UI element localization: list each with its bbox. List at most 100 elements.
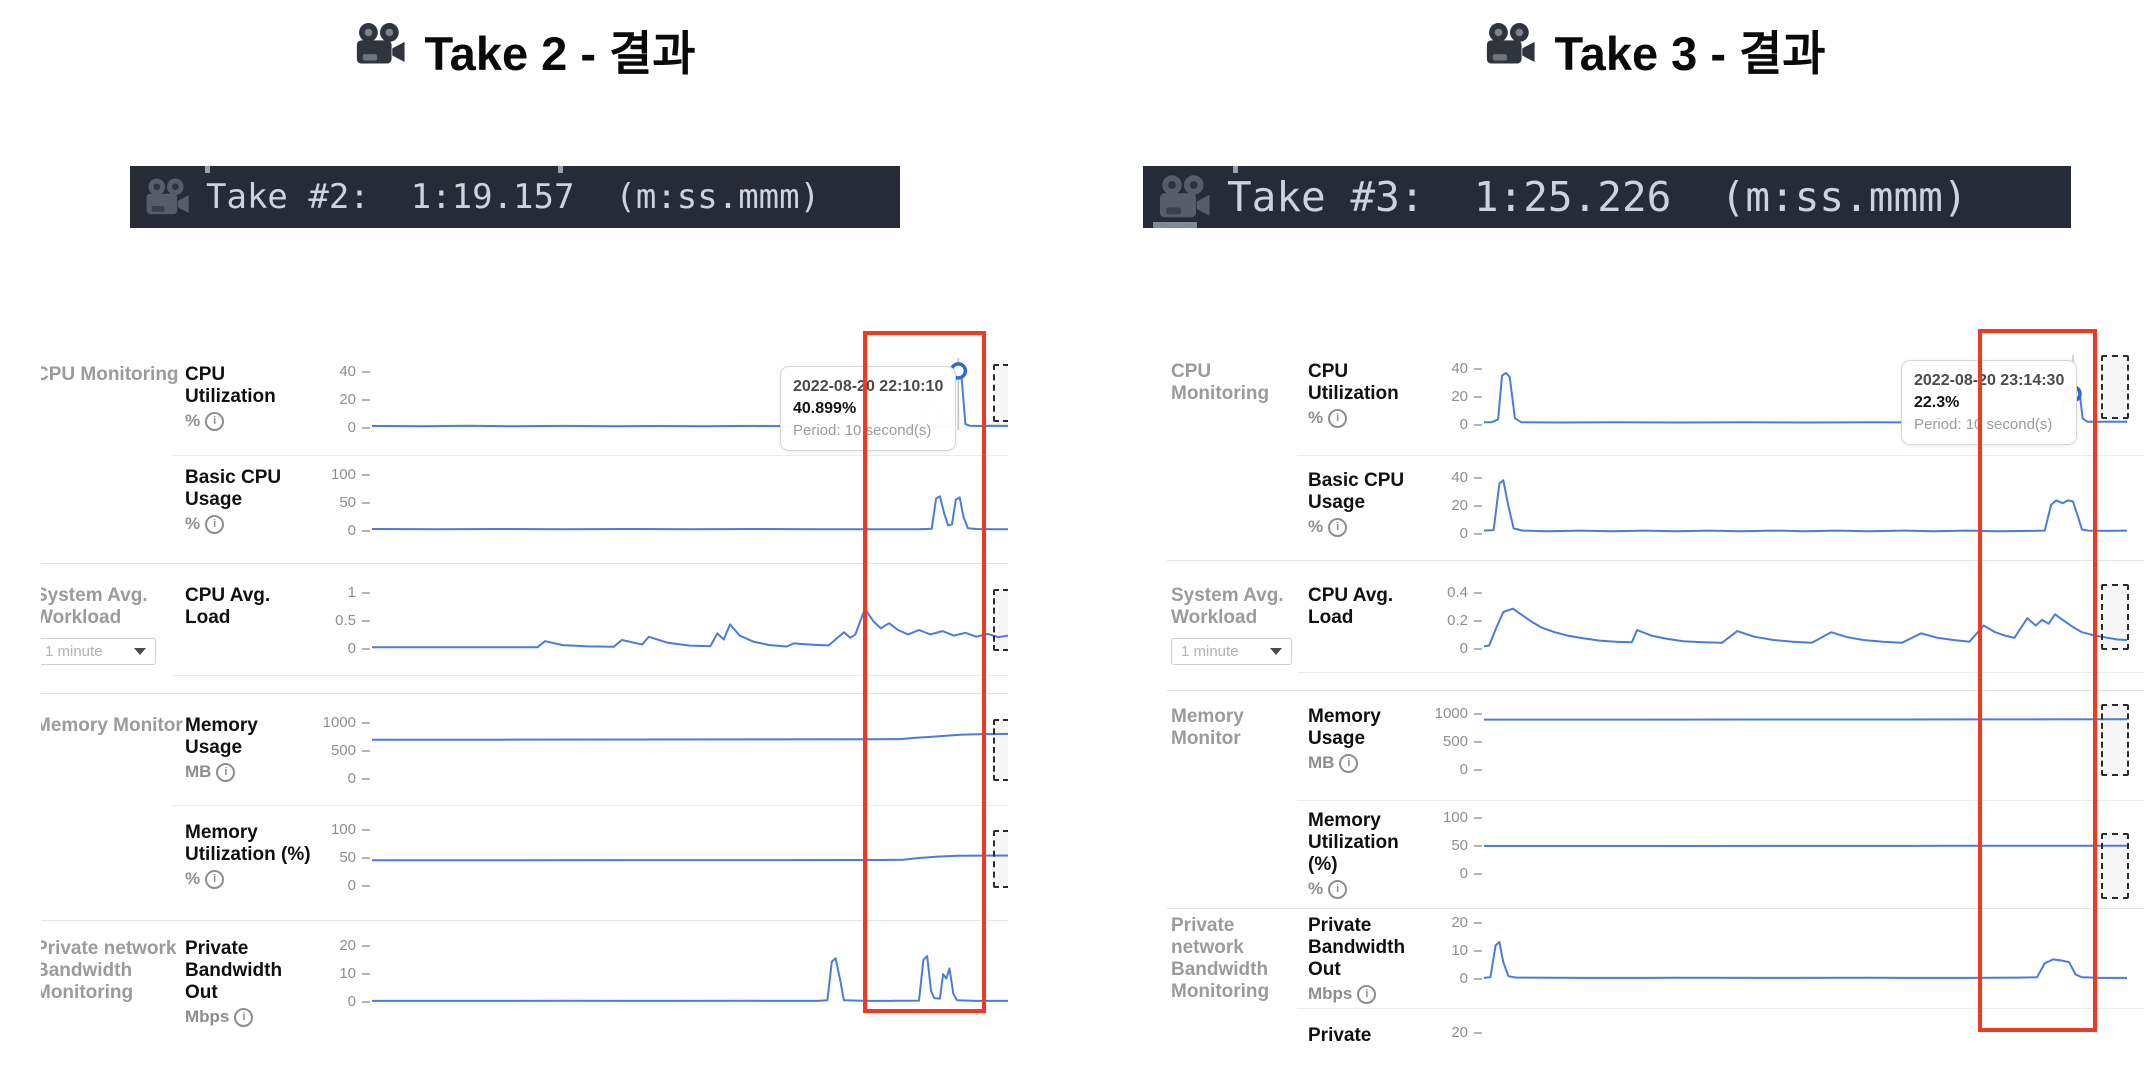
info-circle-icon: i [205, 869, 225, 889]
left-chart-tooltip: 2022-08-20 22:10:10 40.899% Period: 10 s… [780, 366, 957, 451]
y-tick: 0.5 [335, 612, 356, 629]
cpu-avg-load-chart[interactable] [371, 585, 1008, 669]
metric-name: CPU Avg. Load [185, 585, 271, 628]
metric-name: Usage [185, 489, 243, 510]
left-take-title-text: Take 2 - 결과 [424, 26, 696, 80]
metric-name: Usage [1308, 492, 1366, 513]
private-bandwidth-out-chart[interactable] [1483, 915, 2127, 999]
y-tick: 20 [1451, 497, 1468, 514]
metric-name: Basic CPU [185, 467, 282, 488]
y-axis: 20 10 0 [1428, 915, 1484, 1008]
metric-unit: % i [1308, 408, 1428, 428]
info-circle-icon: i [1328, 879, 1348, 899]
info-circle-icon: i [1357, 984, 1377, 1004]
interval-dropdown[interactable]: 1 minute [1171, 638, 1292, 665]
dashed-selection-box [993, 830, 1008, 888]
y-tick: 0 [1459, 761, 1468, 778]
y-axis: 40 20 0 [1428, 470, 1484, 560]
y-tick: 20 [1451, 914, 1468, 931]
private-bandwidth-out-chart[interactable] [372, 938, 1008, 1022]
chart-row-memory-usage: Memory Monitor Memory Usage MB i 1000 500… [41, 693, 1008, 805]
metric-unit: % i [185, 869, 316, 889]
section-label-private-network: Private network Bandwidth Monitoring [41, 938, 177, 1003]
metric-name: Memory [185, 822, 258, 843]
y-tick: 1 [347, 584, 356, 601]
movie-camera-icon [1484, 22, 1536, 77]
info-circle-icon: i [1339, 753, 1359, 773]
chart-row-memory-usage: Memory Monitor Memory Usage MB i 1000 500… [1167, 690, 2144, 800]
terminal-artifact [205, 166, 210, 173]
y-tick: 1000 [322, 714, 356, 731]
terminal-artifact [1153, 222, 1197, 228]
y-tick: 500 [330, 742, 356, 759]
y-tick: 0 [347, 877, 356, 894]
info-circle-icon: i [1328, 408, 1348, 428]
y-tick: 0 [347, 770, 356, 787]
y-tick: 100 [1442, 809, 1468, 826]
y-tick: 0 [347, 522, 356, 539]
metric-name: Private [1308, 1025, 1372, 1043]
dashed-selection-box [2101, 355, 2129, 419]
metric-unit: Mbps i [1308, 984, 1428, 1004]
chart-row-cpu-avg-load: System Avg. Workload 1 minute CPU Avg. Lo… [1167, 560, 2144, 690]
interval-dropdown[interactable]: 1 minute [41, 638, 156, 665]
y-tick: 100 [330, 466, 356, 483]
dashed-selection-box [993, 589, 1008, 651]
y-axis: 0.4 0.2 0 [1428, 585, 1484, 690]
y-tick: 0 [1459, 970, 1468, 987]
basic-cpu-usage-chart[interactable] [1483, 470, 2128, 554]
y-tick: 0.2 [1447, 612, 1468, 629]
y-tick: 0 [1459, 525, 1468, 542]
y-tick: 50 [339, 849, 356, 866]
right-take-title-text: Take 3 - 결과 [1554, 26, 1826, 80]
y-tick: 0.4 [1447, 584, 1468, 601]
y-tick: 0 [1459, 865, 1468, 882]
y-axis: 20 10 0 [316, 938, 372, 1035]
chart-row-basic-cpu-usage: Basic CPU Usage % i 40 20 0 [1167, 455, 2144, 560]
y-tick: 100 [330, 821, 356, 838]
cpu-avg-load-chart[interactable] [1483, 584, 2129, 669]
memory-utilization-chart[interactable] [372, 822, 1008, 906]
basic-cpu-usage-chart[interactable] [371, 467, 1008, 551]
movie-camera-icon [1157, 174, 1211, 220]
y-tick: 20 [339, 937, 356, 954]
y-axis: 40 20 0 [316, 364, 372, 455]
y-axis: 100 50 0 [316, 822, 372, 920]
y-tick: 0 [347, 640, 356, 657]
metric-name: CPU Avg. Load [1308, 585, 1394, 628]
memory-utilization-chart[interactable] [1484, 810, 2129, 899]
y-tick: 0 [347, 993, 356, 1010]
section-label-cpu-monitoring: CPU Monitoring [41, 364, 179, 385]
movie-camera-icon [144, 177, 190, 217]
metric-unit: MB i [185, 762, 316, 782]
y-tick: 10 [1451, 942, 1468, 959]
metric-name: Memory [1308, 810, 1381, 831]
metric-unit: % i [185, 514, 316, 534]
section-label-system-avg-workload: System Avg. Workload [1171, 585, 1284, 628]
left-monitoring-dashboard: CPU Monitoring CPU Utilization % i 40 20 … [41, 331, 1008, 1035]
y-axis: 40 20 0 [1428, 361, 1484, 455]
info-circle-icon: i [1328, 517, 1348, 537]
chart-row-memory-utilization: Memory Utilization (%) % i 100 50 0 [1167, 800, 2144, 908]
metric-name: Basic CPU [1308, 470, 1405, 491]
metric-unit: Mbps i [185, 1007, 316, 1027]
left-take-title: Take 2 - 결과 [140, 16, 910, 82]
y-tick: 20 [339, 391, 356, 408]
chart-row-cpu-avg-load: System Avg. Workload 1 minute CPU Avg. Lo… [41, 563, 1008, 693]
memory-usage-chart[interactable] [1484, 704, 2129, 790]
terminal-artifact [1233, 166, 1238, 173]
y-tick: 50 [1451, 837, 1468, 854]
memory-usage-chart[interactable] [371, 715, 1008, 799]
tooltip-period: Period: 10 second(s) [793, 422, 932, 439]
interval-dropdown-value: 1 minute [1181, 643, 1239, 660]
y-tick: 50 [339, 494, 356, 511]
y-tick: 0 [347, 419, 356, 436]
metric-name: Private [185, 938, 249, 959]
y-axis: 1000 500 0 [316, 715, 372, 805]
info-circle-icon: i [205, 411, 225, 431]
y-axis: 1000 500 0 [1428, 706, 1484, 800]
info-circle-icon: i [234, 1007, 254, 1027]
right-red-highlight-box [1978, 329, 2097, 1032]
metric-unit: % i [185, 411, 316, 431]
